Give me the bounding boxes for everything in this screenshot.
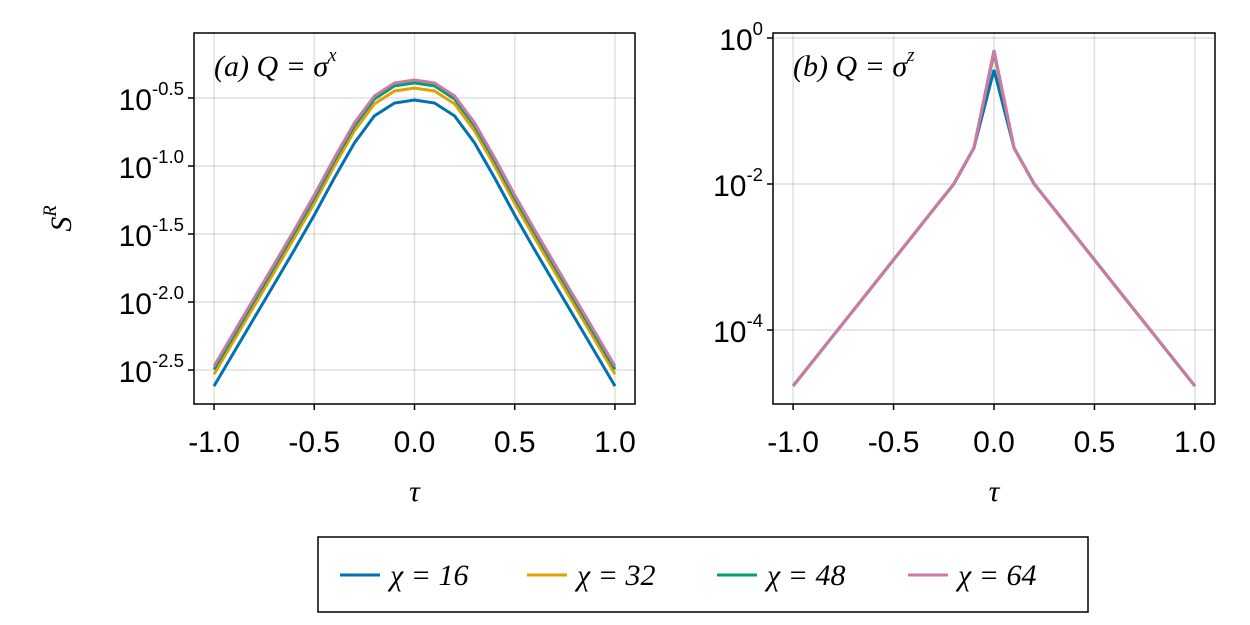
y-tick-label: 10-4 — [713, 310, 763, 349]
legend-box — [317, 536, 1089, 613]
plot-frame — [193, 32, 636, 405]
y-tick-label: 10-1.0 — [119, 146, 184, 185]
legend-label: χ = 16 — [387, 559, 468, 592]
x-tick-label: 0.0 — [973, 426, 1015, 459]
y-tick-label: 10-2.0 — [119, 282, 184, 321]
panel-title: (a) Q = σx — [214, 45, 337, 83]
legend-label: χ = 32 — [574, 559, 655, 592]
x-tick-label: 0.5 — [494, 426, 536, 459]
panel-title: (b) Q = σz — [793, 45, 914, 83]
legend-label: χ = 64 — [955, 559, 1036, 592]
y-tick-label: 100 — [719, 18, 763, 57]
y-tick-label: 10-2.5 — [119, 350, 184, 389]
x-tick-label: -0.5 — [868, 426, 920, 459]
data-line — [212, 86, 617, 375]
data-line — [791, 49, 1197, 387]
plot-frame — [772, 32, 1216, 405]
x-tick-label: 1.0 — [1174, 426, 1216, 459]
y-tick-label: 10-0.5 — [119, 78, 184, 117]
y-tick-label: 10-1.5 — [119, 214, 184, 253]
x-tick-label: 0.0 — [394, 426, 436, 459]
y-axis-label: SR — [40, 205, 78, 232]
y-tick-label: 10-2 — [713, 164, 763, 203]
x-axis-label: τ — [409, 475, 421, 508]
x-tick-label: -1.0 — [188, 426, 240, 459]
x-tick-label: -0.5 — [288, 426, 340, 459]
legend-label: χ = 48 — [764, 559, 845, 592]
data-line — [212, 98, 617, 387]
x-tick-label: -1.0 — [767, 426, 819, 459]
x-tick-label: 1.0 — [594, 426, 636, 459]
data-line — [212, 78, 617, 367]
x-tick-label: 0.5 — [1074, 426, 1116, 459]
x-axis-label: τ — [989, 475, 1001, 508]
